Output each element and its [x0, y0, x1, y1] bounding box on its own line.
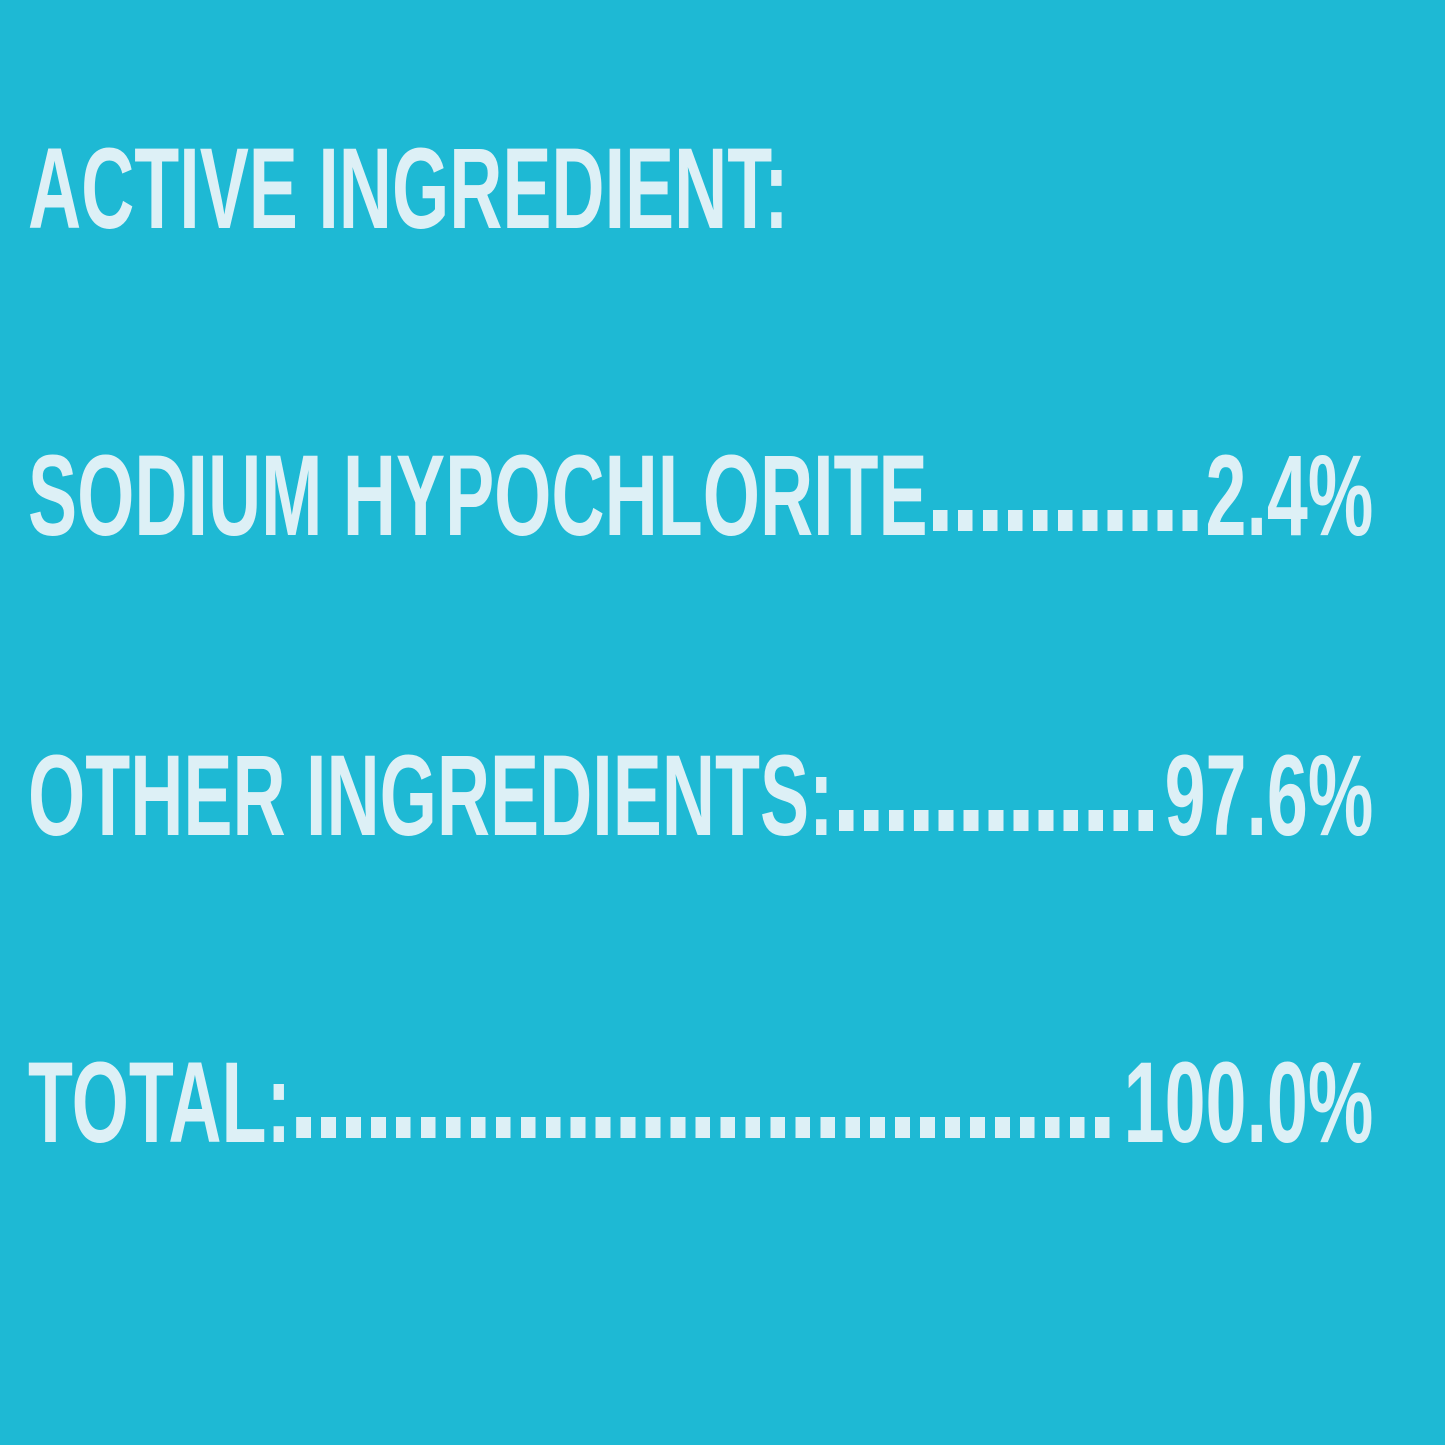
- dotted-leader: [838, 810, 1161, 831]
- ingredient-row: OTHER INGREDIENTS: 97.6%: [28, 704, 1373, 854]
- ingredient-row: SODIUM HYPOCHLORITE 2.4%: [28, 404, 1373, 554]
- total-label: TOTAL:: [28, 1039, 291, 1167]
- ingredient-value: 97.6%: [1164, 732, 1374, 860]
- ingredient-label: SODIUM HYPOCHLORITE: [28, 432, 928, 560]
- ingredient-label: OTHER INGREDIENTS:: [28, 732, 834, 860]
- total-value: 100.0%: [1123, 1039, 1374, 1167]
- total-row: TOTAL: 100.0%: [28, 1011, 1373, 1161]
- active-ingredient-heading-row: ACTIVE INGREDIENT:: [28, 97, 1373, 247]
- dotted-leader: [932, 510, 1202, 531]
- ingredient-value: 2.4%: [1205, 432, 1374, 560]
- dotted-leader: [296, 1117, 1120, 1138]
- active-ingredient-heading: ACTIVE INGREDIENT:: [28, 125, 789, 253]
